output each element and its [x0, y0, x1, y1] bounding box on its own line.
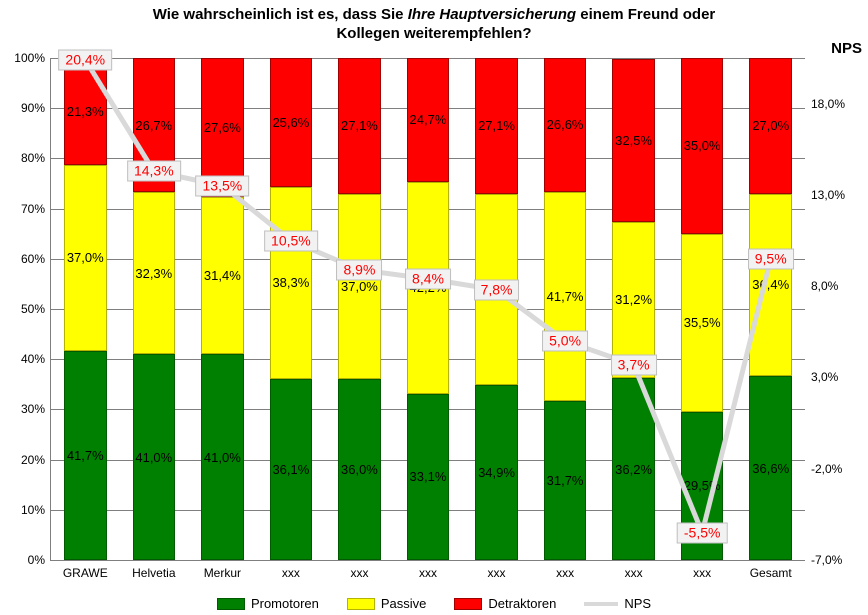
nps-value-box: 8,4% [405, 268, 451, 289]
legend-swatch [347, 598, 375, 610]
legend-item-detraktoren: Detraktoren [454, 596, 556, 611]
legend-label: Detraktoren [488, 596, 556, 611]
ytick-left: 100% [14, 51, 45, 65]
ytick-left: 0% [28, 553, 45, 567]
chart-title: Wie wahrscheinlich ist es, dass Sie Ihre… [0, 6, 868, 44]
legend-line-swatch [584, 602, 618, 606]
ytick-left: 20% [21, 453, 45, 467]
nps-value-box: 8,9% [336, 259, 382, 280]
xtick-label: xxx [350, 566, 368, 580]
ytick-left: 40% [21, 352, 45, 366]
nps-value-box: 7,8% [474, 279, 520, 300]
ytick-left: 70% [21, 202, 45, 216]
legend-label: Passive [381, 596, 427, 611]
legend-item-promotoren: Promotoren [217, 596, 319, 611]
xtick-label: GRAWE [63, 566, 108, 580]
nps-line [51, 58, 805, 560]
legend-item-passive: Passive [347, 596, 427, 611]
legend-label: NPS [624, 596, 651, 611]
xtick-label: xxx [556, 566, 574, 580]
chart-container: Wie wahrscheinlich ist es, dass Sie Ihre… [0, 0, 868, 615]
title-line2: Kollegen weiterempfehlen? [336, 25, 531, 42]
nps-value-box: 20,4% [58, 49, 112, 70]
plot-area: 0%10%20%30%40%50%60%70%80%90%100%-7,0%-2… [50, 58, 805, 561]
xtick-label: Merkur [204, 566, 241, 580]
legend: Promotoren Passive Detraktoren NPS [0, 596, 868, 611]
xtick-label: xxx [419, 566, 437, 580]
nps-value-box: 5,0% [542, 330, 588, 351]
ytick-right: -7,0% [811, 553, 842, 567]
ytick-right: 3,0% [811, 370, 838, 384]
ytick-left: 80% [21, 151, 45, 165]
xtick-label: xxx [625, 566, 643, 580]
legend-swatch [217, 598, 245, 610]
legend-item-nps_line: NPS [584, 596, 651, 611]
xtick-label: xxx [693, 566, 711, 580]
title-line1: Wie wahrscheinlich ist es, dass Sie Ihre… [153, 6, 716, 23]
ytick-left: 10% [21, 503, 45, 517]
nps-value-box: 14,3% [127, 161, 181, 182]
xtick-label: Gesamt [750, 566, 792, 580]
ytick-right: 13,0% [811, 188, 845, 202]
ytick-left: 50% [21, 302, 45, 316]
ytick-right: -2,0% [811, 462, 842, 476]
legend-swatch [454, 598, 482, 610]
legend-label: Promotoren [251, 596, 319, 611]
xtick-label: Helvetia [132, 566, 175, 580]
nps-value-box: 10,5% [264, 230, 318, 251]
ytick-right: 8,0% [811, 279, 838, 293]
nps-value-box: 9,5% [748, 248, 794, 269]
nps-axis-title: NPS [831, 40, 862, 57]
nps-value-box: 3,7% [611, 354, 657, 375]
nps-value-box: -5,5% [677, 522, 728, 543]
ytick-right: 18,0% [811, 97, 845, 111]
ytick-left: 60% [21, 252, 45, 266]
xtick-label: xxx [488, 566, 506, 580]
xtick-label: xxx [282, 566, 300, 580]
ytick-left: 90% [21, 101, 45, 115]
ytick-left: 30% [21, 402, 45, 416]
nps-value-box: 13,5% [196, 175, 250, 196]
